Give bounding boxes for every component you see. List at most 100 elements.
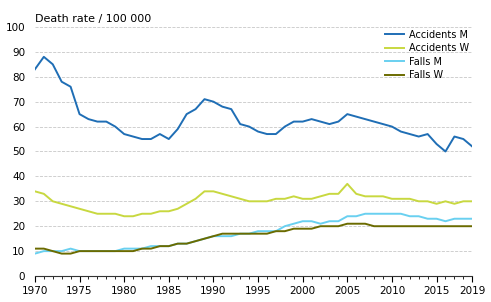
- Accidents W: [175, 207, 181, 210]
- Accidents W: [398, 197, 404, 201]
- Accidents M: [112, 125, 118, 128]
- Accidents W: [148, 212, 154, 216]
- Accidents M: [327, 122, 332, 126]
- Accidents M: [380, 122, 386, 126]
- Accidents M: [85, 117, 91, 121]
- Falls M: [94, 249, 100, 253]
- Accidents M: [371, 120, 377, 124]
- Falls W: [300, 227, 305, 230]
- Accidents M: [389, 125, 395, 128]
- Accidents W: [228, 194, 234, 198]
- Accidents W: [59, 202, 65, 206]
- Accidents M: [157, 132, 163, 136]
- Accidents M: [425, 132, 431, 136]
- Falls M: [130, 247, 136, 250]
- Accidents W: [237, 197, 243, 201]
- Falls W: [139, 247, 145, 250]
- Accidents W: [344, 182, 350, 186]
- Falls M: [451, 217, 457, 220]
- Accidents M: [94, 120, 100, 124]
- Falls W: [130, 249, 136, 253]
- Accidents W: [282, 197, 288, 201]
- Falls M: [201, 237, 207, 240]
- Falls W: [175, 242, 181, 246]
- Falls W: [246, 232, 252, 236]
- Accidents W: [407, 197, 413, 201]
- Accidents M: [291, 120, 297, 124]
- Falls M: [246, 232, 252, 236]
- Falls W: [237, 232, 243, 236]
- Falls M: [175, 242, 181, 246]
- Accidents M: [282, 125, 288, 128]
- Accidents W: [41, 192, 47, 196]
- Falls M: [264, 230, 270, 233]
- Accidents W: [219, 192, 225, 196]
- Falls M: [211, 234, 217, 238]
- Accidents M: [362, 117, 368, 121]
- Accidents M: [148, 137, 154, 141]
- Accidents M: [255, 130, 261, 133]
- Accidents M: [121, 132, 127, 136]
- Falls M: [148, 244, 154, 248]
- Falls W: [371, 224, 377, 228]
- Accidents M: [192, 107, 198, 111]
- Accidents W: [166, 210, 172, 213]
- Accidents M: [309, 117, 315, 121]
- Falls M: [380, 212, 386, 216]
- Falls M: [389, 212, 395, 216]
- Falls M: [344, 214, 350, 218]
- Falls W: [398, 224, 404, 228]
- Falls W: [291, 227, 297, 230]
- Accidents M: [50, 63, 55, 66]
- Line: Falls W: Falls W: [35, 224, 472, 254]
- Falls M: [77, 249, 82, 253]
- Accidents W: [273, 197, 279, 201]
- Falls M: [273, 230, 279, 233]
- Accidents W: [335, 192, 341, 196]
- Falls M: [112, 249, 118, 253]
- Falls W: [451, 224, 457, 228]
- Accidents M: [300, 120, 305, 124]
- Text: Death rate / 100 000: Death rate / 100 000: [35, 14, 151, 24]
- Falls W: [228, 232, 234, 236]
- Accidents W: [68, 204, 74, 208]
- Falls M: [354, 214, 359, 218]
- Accidents M: [318, 120, 324, 124]
- Falls W: [104, 249, 109, 253]
- Accidents M: [264, 132, 270, 136]
- Falls M: [85, 249, 91, 253]
- Accidents W: [211, 190, 217, 193]
- Accidents W: [94, 212, 100, 216]
- Falls M: [335, 220, 341, 223]
- Falls W: [380, 224, 386, 228]
- Falls M: [228, 234, 234, 238]
- Falls W: [94, 249, 100, 253]
- Accidents M: [228, 107, 234, 111]
- Falls M: [59, 249, 65, 253]
- Falls W: [68, 252, 74, 255]
- Accidents M: [175, 127, 181, 131]
- Falls M: [219, 234, 225, 238]
- Falls M: [461, 217, 466, 220]
- Falls W: [184, 242, 190, 246]
- Accidents M: [59, 80, 65, 84]
- Accidents W: [201, 190, 207, 193]
- Falls M: [327, 220, 332, 223]
- Falls W: [211, 234, 217, 238]
- Falls W: [434, 224, 439, 228]
- Falls M: [166, 244, 172, 248]
- Falls M: [416, 214, 422, 218]
- Falls W: [354, 222, 359, 226]
- Falls W: [469, 224, 475, 228]
- Accidents W: [291, 194, 297, 198]
- Falls M: [318, 222, 324, 226]
- Falls W: [407, 224, 413, 228]
- Falls W: [121, 249, 127, 253]
- Falls W: [41, 247, 47, 250]
- Falls M: [300, 220, 305, 223]
- Accidents M: [184, 112, 190, 116]
- Accidents W: [389, 197, 395, 201]
- Accidents M: [104, 120, 109, 124]
- Accidents W: [255, 200, 261, 203]
- Falls M: [41, 249, 47, 253]
